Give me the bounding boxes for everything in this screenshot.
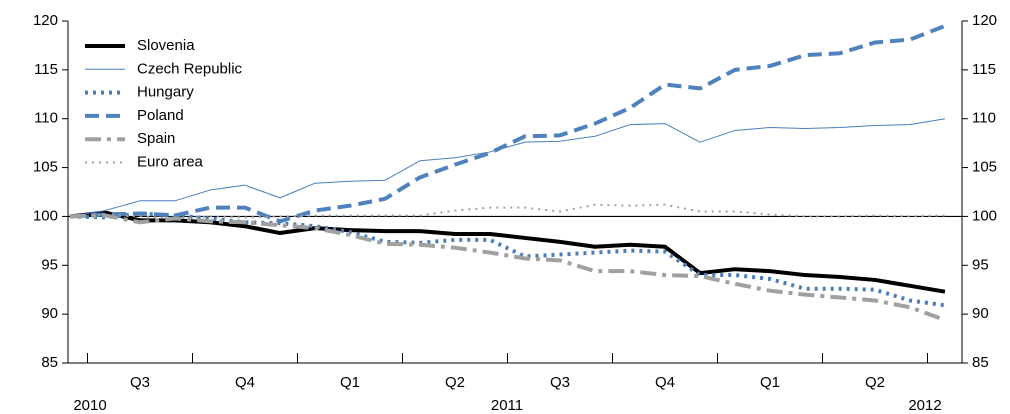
series-line [69, 213, 946, 322]
x-year-label: 2011 [491, 397, 523, 414]
x-period-label: Q4 [235, 374, 255, 391]
series-line [69, 118, 946, 217]
y-tick-label: 110 [34, 110, 58, 127]
x-period-label: Q3 [550, 374, 570, 391]
series-line [69, 211, 946, 308]
legend-label: Spain [137, 130, 175, 147]
y-tick-label: 95 [41, 256, 58, 273]
y2-tick-label: 115 [972, 61, 996, 78]
y2-tick-label: 120 [972, 12, 997, 29]
legend-label: Czech Republic [137, 60, 243, 77]
legend-label: Euro area [137, 153, 204, 170]
legend-label: Poland [137, 107, 184, 124]
y2-tick-label: 100 [972, 207, 997, 224]
y-tick-label: 85 [41, 354, 58, 371]
series-line [69, 24, 946, 224]
x-period-label: Q1 [340, 374, 360, 391]
x-period-label: Q1 [760, 374, 780, 391]
y-tick-label: 100 [33, 207, 58, 224]
y2-tick-label: 105 [972, 159, 997, 176]
x-period-label: Q2 [445, 374, 465, 391]
x-period-label: Q4 [655, 374, 675, 391]
y-tick-label: 120 [33, 12, 58, 29]
legend-label: Hungary [137, 84, 194, 101]
y-tick-label: 115 [34, 61, 58, 78]
y2-tick-label: 95 [972, 256, 989, 273]
y-tick-label: 105 [33, 159, 58, 176]
y2-tick-label: 110 [972, 110, 996, 127]
x-year-label: 2010 [73, 397, 106, 414]
y2-tick-label: 90 [972, 305, 989, 322]
x-year-label: 2012 [908, 397, 941, 414]
x-period-label: Q3 [130, 374, 150, 391]
y2-tick-label: 85 [972, 354, 989, 371]
y-tick-label: 90 [41, 305, 58, 322]
x-period-label: Q2 [865, 374, 885, 391]
legend-label: Slovenia [137, 37, 195, 54]
series-line [69, 210, 946, 294]
